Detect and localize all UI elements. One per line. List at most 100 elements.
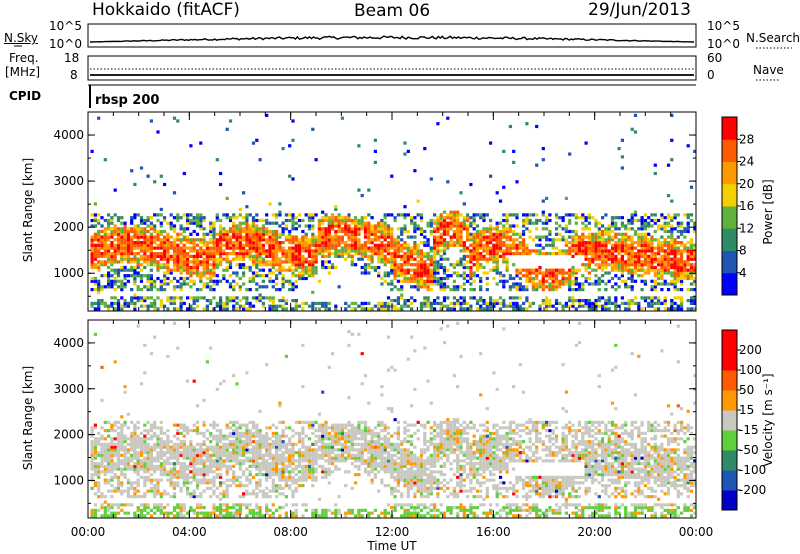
power-cell <box>673 213 677 217</box>
power-cell <box>93 218 97 223</box>
velocity-cell <box>136 508 140 512</box>
power-cell <box>212 288 216 292</box>
velocity-cell <box>215 467 219 471</box>
power-cell <box>577 243 582 247</box>
power-cell <box>657 299 661 303</box>
velocity-cell <box>172 514 177 518</box>
power-cell <box>472 216 476 220</box>
power-cell <box>278 271 282 275</box>
power-cell <box>258 229 262 234</box>
power-cell <box>130 260 134 264</box>
power-cell <box>251 249 256 253</box>
power-cell <box>416 249 420 253</box>
power-cell <box>268 307 272 311</box>
power-cell <box>363 265 368 270</box>
power-cell <box>307 216 312 220</box>
power-cell <box>222 235 226 239</box>
power-cell <box>689 263 694 267</box>
power-cell <box>456 224 460 228</box>
power-cell <box>363 221 368 225</box>
velocity-cell <box>120 508 124 512</box>
velocity-cell <box>195 459 200 463</box>
power-cell <box>370 224 374 228</box>
power-cell <box>564 282 568 286</box>
velocity-cell <box>172 464 177 468</box>
power-cell <box>327 232 331 236</box>
power-cell <box>505 238 509 242</box>
power-cell <box>255 232 259 236</box>
power-cell <box>133 232 137 236</box>
power-cell <box>571 288 575 292</box>
power-cell <box>271 285 275 289</box>
power-cell <box>324 243 328 247</box>
velocity-cell <box>126 462 130 466</box>
velocity-cell <box>215 442 219 446</box>
power-cell <box>156 243 160 247</box>
power-cell <box>228 218 233 223</box>
velocity-cell <box>235 459 239 463</box>
power-cell <box>228 252 233 256</box>
power-cell <box>620 265 624 270</box>
power-cell <box>347 213 351 217</box>
power-cell <box>334 304 338 308</box>
velocity-cell <box>153 448 157 452</box>
power-cell <box>363 307 368 311</box>
power-cell <box>650 296 654 300</box>
power-cell <box>604 241 608 245</box>
power-cell <box>633 279 638 283</box>
power-cell <box>367 227 371 231</box>
velocity-cell <box>205 511 209 515</box>
power-cell <box>275 216 279 220</box>
power-cell <box>248 238 252 242</box>
cpid-value: rbsp 200 <box>95 93 160 108</box>
velocity-cell <box>116 484 121 488</box>
power-cell <box>363 246 368 250</box>
power-cell <box>278 202 282 206</box>
power-cell <box>189 279 193 283</box>
power-cell <box>568 235 572 239</box>
power-cell <box>215 243 219 247</box>
power-cell <box>538 252 542 256</box>
power-cell <box>314 249 318 253</box>
power-cell <box>275 282 279 286</box>
velocity-cell <box>182 448 186 452</box>
power-cell <box>502 282 506 286</box>
velocity-cell <box>172 434 177 438</box>
power-cell <box>169 221 173 225</box>
power-cell <box>113 279 117 283</box>
power-cell <box>107 218 111 223</box>
velocity-cell <box>245 445 249 449</box>
power-cell <box>419 271 424 275</box>
power-cell <box>469 182 473 187</box>
power-cell <box>156 218 160 223</box>
power-cell <box>495 268 499 272</box>
power-cell <box>433 307 437 311</box>
power-cell <box>436 224 440 228</box>
power-cell <box>663 238 667 242</box>
power-cell <box>597 246 601 250</box>
velocity-cell <box>107 503 111 507</box>
power-cell <box>265 254 269 258</box>
velocity-cell <box>235 508 239 512</box>
power-cell <box>212 249 216 253</box>
velocity-cell <box>189 448 193 452</box>
velocity-cell <box>189 459 193 463</box>
power-cell <box>314 238 318 242</box>
velocity-cell <box>103 467 107 471</box>
power-cell <box>370 252 374 256</box>
power-cell <box>156 268 160 272</box>
power-cell <box>199 288 203 292</box>
power-cell <box>660 288 664 292</box>
power-cell <box>212 241 216 245</box>
power-cell <box>676 221 680 225</box>
velocity-cell <box>136 484 140 488</box>
power-cell <box>149 235 153 239</box>
power-cell <box>169 227 173 231</box>
power-cell <box>307 252 312 256</box>
velocity-cell <box>113 486 117 490</box>
power-cell <box>663 296 667 300</box>
power-cell <box>663 252 667 256</box>
power-cell <box>643 254 647 258</box>
power-cell <box>489 241 493 245</box>
velocity-cell <box>146 442 150 446</box>
